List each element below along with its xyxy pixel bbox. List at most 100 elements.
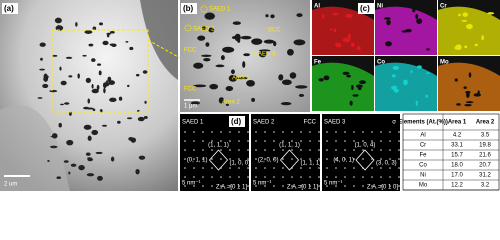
- diffraction-spot: [318, 176, 320, 178]
- diffraction-spot: [389, 149, 391, 151]
- table-cell: 15.7: [451, 153, 463, 159]
- map-spot: [333, 28, 337, 33]
- precipitate: [296, 13, 303, 18]
- diffraction-spot: [229, 131, 231, 133]
- zone-axis: Z.A.=[0 1 0]: [367, 185, 399, 191]
- map-spot: [473, 93, 482, 97]
- diffraction-spot: [344, 131, 346, 133]
- precipitate: [203, 58, 211, 62]
- diffraction-spot: [300, 140, 302, 142]
- diffraction-spot: [291, 158, 293, 160]
- diffraction-spot: [184, 158, 186, 160]
- map-spot: [464, 45, 468, 49]
- panel-label: (a): [4, 4, 14, 13]
- table-cell: 33.1: [451, 143, 463, 149]
- diffraction-spot: [211, 185, 213, 187]
- diffraction-spot: [353, 158, 355, 160]
- table-header: Area 2: [476, 120, 495, 126]
- precipitate: [58, 122, 62, 128]
- diffraction-spot: [353, 131, 355, 133]
- map-label: Ni: [377, 4, 383, 10]
- miller-index: (2, 0, 0): [258, 158, 279, 164]
- map-spot: [466, 24, 473, 30]
- diffraction-spot: [326, 185, 328, 187]
- precipitate: [225, 85, 234, 92]
- precipitate: [218, 97, 225, 104]
- precipitate: [201, 54, 212, 58]
- map-spot: [454, 78, 458, 82]
- diffraction-spot: [282, 176, 284, 178]
- map-spot: [342, 71, 350, 75]
- diffraction-spot: [389, 185, 391, 187]
- diffraction-spot: [344, 140, 346, 142]
- zoom-line: [147, 39, 181, 59]
- diffraction-spot: [282, 149, 284, 151]
- grain: [140, 0, 178, 80]
- diffraction-spot: [202, 167, 204, 169]
- precipitate: [91, 58, 96, 62]
- precipitate: [265, 14, 269, 18]
- diffraction-spot: [193, 131, 195, 133]
- annotation: Area 2: [222, 100, 240, 106]
- diffraction-spot: [380, 167, 382, 169]
- precipitate: [220, 55, 225, 61]
- precipitate: [144, 100, 147, 104]
- diffraction-spot: [202, 149, 204, 151]
- map-spot: [465, 90, 471, 94]
- precipitate: [86, 107, 94, 110]
- precipitate: [280, 101, 292, 106]
- diffraction-spot: [202, 185, 204, 187]
- precipitate: [40, 57, 43, 61]
- precipitate: [56, 176, 62, 179]
- precipitate: [59, 66, 62, 71]
- diffraction-spot: [282, 140, 284, 142]
- diffraction-spot: [184, 176, 186, 178]
- diffraction-spot: [247, 140, 249, 142]
- diffraction-spot: [247, 158, 249, 160]
- precipitate: [91, 88, 99, 94]
- map-spot: [426, 48, 430, 51]
- diffraction-spot: [264, 176, 266, 178]
- precipitate: [37, 97, 43, 99]
- diffraction-spot: [389, 167, 391, 169]
- precipitate: [278, 74, 284, 81]
- panel-label: (c): [360, 4, 370, 13]
- diffraction-spot: [247, 167, 249, 169]
- diffraction-spot: [282, 185, 284, 187]
- precipitate: [142, 70, 148, 74]
- diffraction-spot: [309, 131, 311, 133]
- annotation: FCC: [184, 87, 197, 93]
- table-header: Elements (At.(%)): [398, 120, 448, 126]
- table-cell: Fe: [419, 153, 427, 159]
- diffraction-spot: [291, 140, 293, 142]
- diffraction-spot: [264, 158, 266, 160]
- diffraction-spot: [193, 158, 195, 160]
- diffraction-spot: [353, 167, 355, 169]
- annotation: FCC: [184, 48, 197, 54]
- precipitate: [251, 97, 256, 102]
- annotation: Area 1: [232, 76, 250, 82]
- precipitate: [242, 61, 246, 68]
- precipitate: [293, 39, 306, 46]
- diffraction-spot: [264, 167, 266, 169]
- diffraction-spot: [380, 149, 382, 151]
- diffraction-spot: [389, 176, 391, 178]
- map-spot: [461, 19, 468, 22]
- diffraction-spot: [398, 131, 400, 133]
- table-cell: 20.7: [479, 163, 491, 169]
- precipitate: [91, 84, 94, 89]
- label-box: [2, 3, 18, 14]
- diffraction-spot: [193, 149, 195, 151]
- precipitate: [232, 21, 241, 25]
- diffraction-spot: [309, 167, 311, 169]
- map-phase: [375, 62, 437, 111]
- precipitate: [118, 96, 123, 101]
- map-spot: [391, 85, 398, 90]
- eds-maps: Al Ni Cr Fe Co Mo (c): [312, 0, 500, 111]
- precipitate: [106, 32, 111, 35]
- map-label: Mo: [440, 60, 449, 66]
- table-cell: Cr: [420, 143, 426, 149]
- map-spot: [393, 88, 399, 93]
- precipitate: [204, 12, 215, 20]
- diffraction-spot: [184, 185, 186, 187]
